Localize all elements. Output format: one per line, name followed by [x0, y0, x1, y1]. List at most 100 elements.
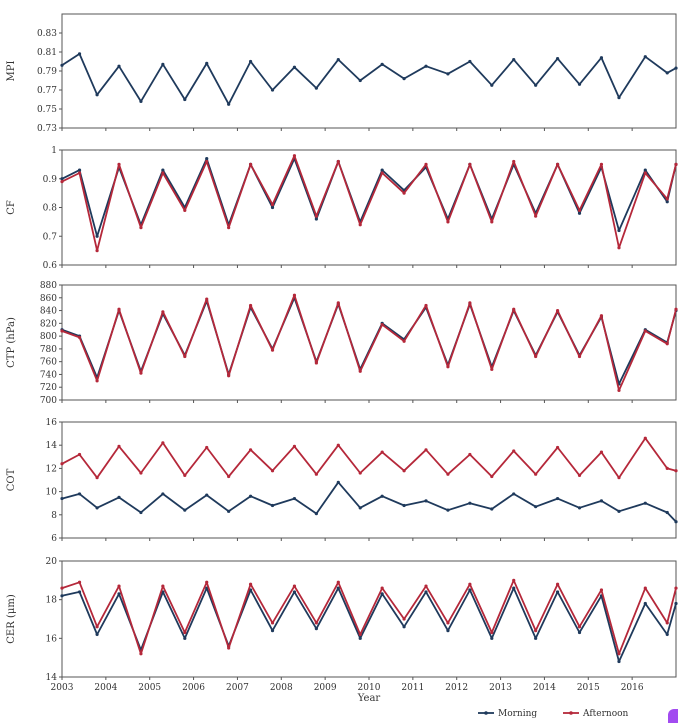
data-point	[292, 590, 297, 594]
data-point	[205, 159, 209, 164]
data-point	[577, 354, 582, 359]
data-point	[336, 586, 340, 590]
plot-frame	[61, 149, 677, 266]
data-point	[248, 59, 253, 64]
data-point	[512, 586, 516, 590]
data-point	[336, 159, 340, 164]
data-point	[402, 191, 406, 195]
y-tick-label: 0.81	[37, 48, 57, 58]
data-point	[665, 197, 669, 201]
data-point	[314, 214, 318, 218]
y-tick-label: 0.75	[37, 105, 57, 115]
data-point	[161, 492, 165, 496]
data-point	[402, 77, 406, 81]
data-point	[577, 208, 582, 212]
y-tick-label: 0.8	[43, 204, 58, 214]
data-point	[665, 200, 669, 204]
data-point	[534, 629, 538, 633]
data-point	[468, 501, 472, 505]
data-point	[468, 582, 472, 586]
data-point	[424, 162, 428, 166]
data-point	[599, 162, 604, 166]
data-point	[205, 580, 209, 584]
data-point	[77, 452, 82, 457]
data-point	[117, 444, 121, 448]
data-point	[161, 310, 165, 314]
data-point	[534, 505, 538, 509]
data-point	[270, 88, 275, 92]
data-point	[227, 474, 231, 479]
panel-cot: 6 8 10 12 14 16 COT	[6, 418, 678, 544]
data-point	[270, 205, 275, 210]
data-point	[161, 171, 165, 175]
y-tick-label: 840	[40, 307, 57, 317]
data-point	[183, 636, 187, 640]
data-point	[424, 584, 428, 588]
data-point	[77, 168, 82, 172]
data-point	[577, 82, 582, 86]
data-point	[617, 476, 621, 480]
data-point	[60, 496, 64, 501]
data-point	[380, 494, 384, 498]
data-point	[512, 449, 516, 453]
y-tick-label: 860	[40, 294, 57, 304]
data-point	[60, 180, 64, 184]
data-point	[380, 171, 384, 175]
data-point	[183, 630, 187, 635]
data-point	[314, 361, 318, 365]
data-point	[95, 249, 99, 253]
data-point	[674, 520, 678, 524]
plot-frame	[61, 284, 677, 401]
data-point	[292, 584, 297, 588]
data-point	[270, 469, 275, 473]
data-point	[599, 56, 604, 60]
legend-label: Morning	[498, 709, 537, 719]
data-point	[380, 323, 384, 327]
data-point	[424, 448, 428, 452]
data-point	[183, 97, 187, 102]
data-point	[468, 588, 472, 592]
legend-marker	[569, 711, 573, 715]
data-point	[599, 450, 604, 454]
data-point	[534, 472, 538, 476]
data-point	[555, 582, 560, 586]
data-point	[402, 339, 406, 343]
data-point	[512, 492, 516, 496]
data-point	[161, 584, 165, 588]
data-point	[336, 580, 340, 584]
panel-mpi: 0.73 0.75 0.77 0.79 0.81 0.83 MPI	[6, 13, 678, 134]
data-point	[617, 228, 621, 233]
data-point	[617, 388, 621, 393]
data-point	[446, 621, 450, 625]
data-point	[314, 512, 318, 516]
data-point	[643, 171, 647, 175]
data-point	[227, 226, 231, 230]
x-tick-label: 2011	[401, 683, 424, 693]
y-tick-label: 20	[46, 557, 58, 567]
data-point	[643, 55, 647, 59]
data-point	[161, 62, 165, 66]
data-point	[402, 503, 406, 508]
data-point	[490, 83, 494, 87]
data-point	[77, 335, 82, 339]
data-point	[643, 436, 647, 440]
data-point	[205, 493, 209, 497]
data-point	[77, 171, 82, 175]
data-point	[161, 441, 165, 445]
legend-entry-afternoon: Afternoon	[563, 709, 629, 719]
data-point	[292, 65, 297, 69]
data-point	[270, 503, 275, 508]
data-point	[358, 506, 362, 510]
legend-marker	[484, 711, 488, 715]
data-point	[599, 314, 604, 318]
data-point	[380, 586, 384, 590]
data-point	[314, 472, 318, 476]
data-point	[577, 473, 582, 477]
data-point	[643, 501, 647, 505]
y-tick-label: 0.9	[43, 175, 58, 185]
y-tick-label: 720	[40, 383, 57, 393]
data-point	[139, 226, 143, 230]
data-point	[665, 342, 669, 346]
panel-cf: 0.6 0.7 0.8 0.9 1 CF	[6, 146, 678, 271]
